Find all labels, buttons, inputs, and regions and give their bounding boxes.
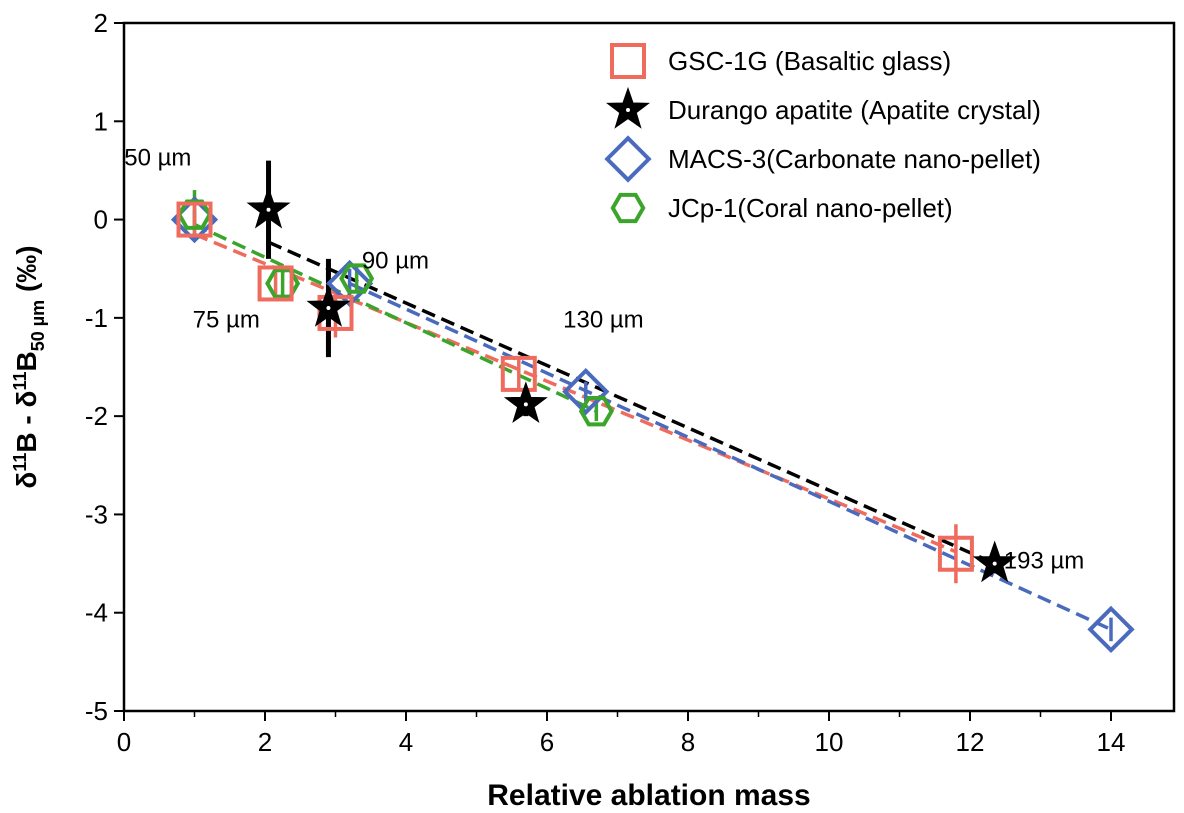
star-shape xyxy=(246,186,291,229)
x-tick-label: 12 xyxy=(956,727,985,757)
star-center xyxy=(326,306,331,311)
x-tick-label: 6 xyxy=(540,727,554,757)
y-tick-label: 0 xyxy=(94,205,108,235)
legend-item: GSC-1G (Basaltic glass) xyxy=(610,43,951,79)
x-tick-label: 10 xyxy=(815,727,844,757)
star-shape xyxy=(972,540,1017,583)
fit-line xyxy=(348,281,1112,632)
y-tick-label: -4 xyxy=(85,598,108,628)
legend-item: Durango apatite (Apatite crystal) xyxy=(606,86,1041,129)
size-annotation: 50 µm xyxy=(124,145,191,172)
fit-line xyxy=(267,240,996,566)
size-annotation: 193 µm xyxy=(1004,547,1085,574)
size-annotation: 130 µm xyxy=(563,307,644,334)
plot-frame xyxy=(122,21,1176,713)
diamond-marker xyxy=(1087,605,1135,654)
fit-line xyxy=(193,222,598,413)
star-marker xyxy=(606,86,650,129)
square-marker xyxy=(610,43,646,79)
square-marker xyxy=(937,535,974,572)
fit-line xyxy=(193,232,957,554)
x-tick-label: 2 xyxy=(258,727,272,757)
y-tick-label: -2 xyxy=(85,401,108,431)
x-tick-label: 0 xyxy=(117,727,131,757)
legend-label: JCp-1(Coral nano-pellet) xyxy=(668,193,953,223)
star-center xyxy=(626,108,630,112)
legend-label: GSC-1G (Basaltic glass) xyxy=(668,46,951,76)
diamond-marker xyxy=(562,367,610,416)
hexagon-marker xyxy=(339,263,375,294)
y-axis-label: δ11B - δ11B50 µm (‰) xyxy=(10,245,48,488)
size-annotation: 90 µm xyxy=(362,248,429,275)
y-tick-label: -3 xyxy=(85,499,108,529)
square-marker xyxy=(500,355,537,392)
diamond-marker xyxy=(604,135,652,183)
legend-item: MACS-3(Carbonate nano-pellet) xyxy=(604,135,1041,183)
star-shape xyxy=(306,284,351,327)
y-tick-label: 1 xyxy=(94,106,108,136)
hexagon-marker xyxy=(578,396,614,427)
markers xyxy=(170,186,1135,654)
star-center xyxy=(266,207,271,212)
square-marker xyxy=(257,265,294,302)
hexagon-marker xyxy=(610,192,646,224)
star-marker xyxy=(972,540,1017,583)
legend-label: MACS-3(Carbonate nano-pellet) xyxy=(668,144,1041,174)
x-tick-label: 14 xyxy=(1097,727,1126,757)
legend: GSC-1G (Basaltic glass) Durango apatite (… xyxy=(604,43,1041,224)
legend-item: JCp-1(Coral nano-pellet) xyxy=(610,192,953,224)
star-marker xyxy=(306,284,351,327)
legend-label: Durango apatite (Apatite crystal) xyxy=(668,95,1041,125)
x-tick-label: 4 xyxy=(399,727,413,757)
square-marker xyxy=(176,201,213,238)
x-axis-label: Relative ablation mass xyxy=(487,779,810,812)
size-annotation: 75 µm xyxy=(193,307,260,334)
star-center xyxy=(523,402,528,407)
annotations: 50 µm 75 µm 90 µm 130 µm 193 µm xyxy=(124,145,1084,575)
star-center xyxy=(992,561,997,566)
fit-lines xyxy=(193,222,1112,632)
star-marker xyxy=(246,186,291,229)
star-shape xyxy=(503,381,548,424)
y-tick-label: -1 xyxy=(85,303,108,333)
y-tick-label: -5 xyxy=(85,696,108,726)
star-shape xyxy=(606,86,650,129)
y-tick-label: 2 xyxy=(94,8,108,38)
star-marker xyxy=(503,381,548,424)
x-tick-label: 8 xyxy=(681,727,695,757)
